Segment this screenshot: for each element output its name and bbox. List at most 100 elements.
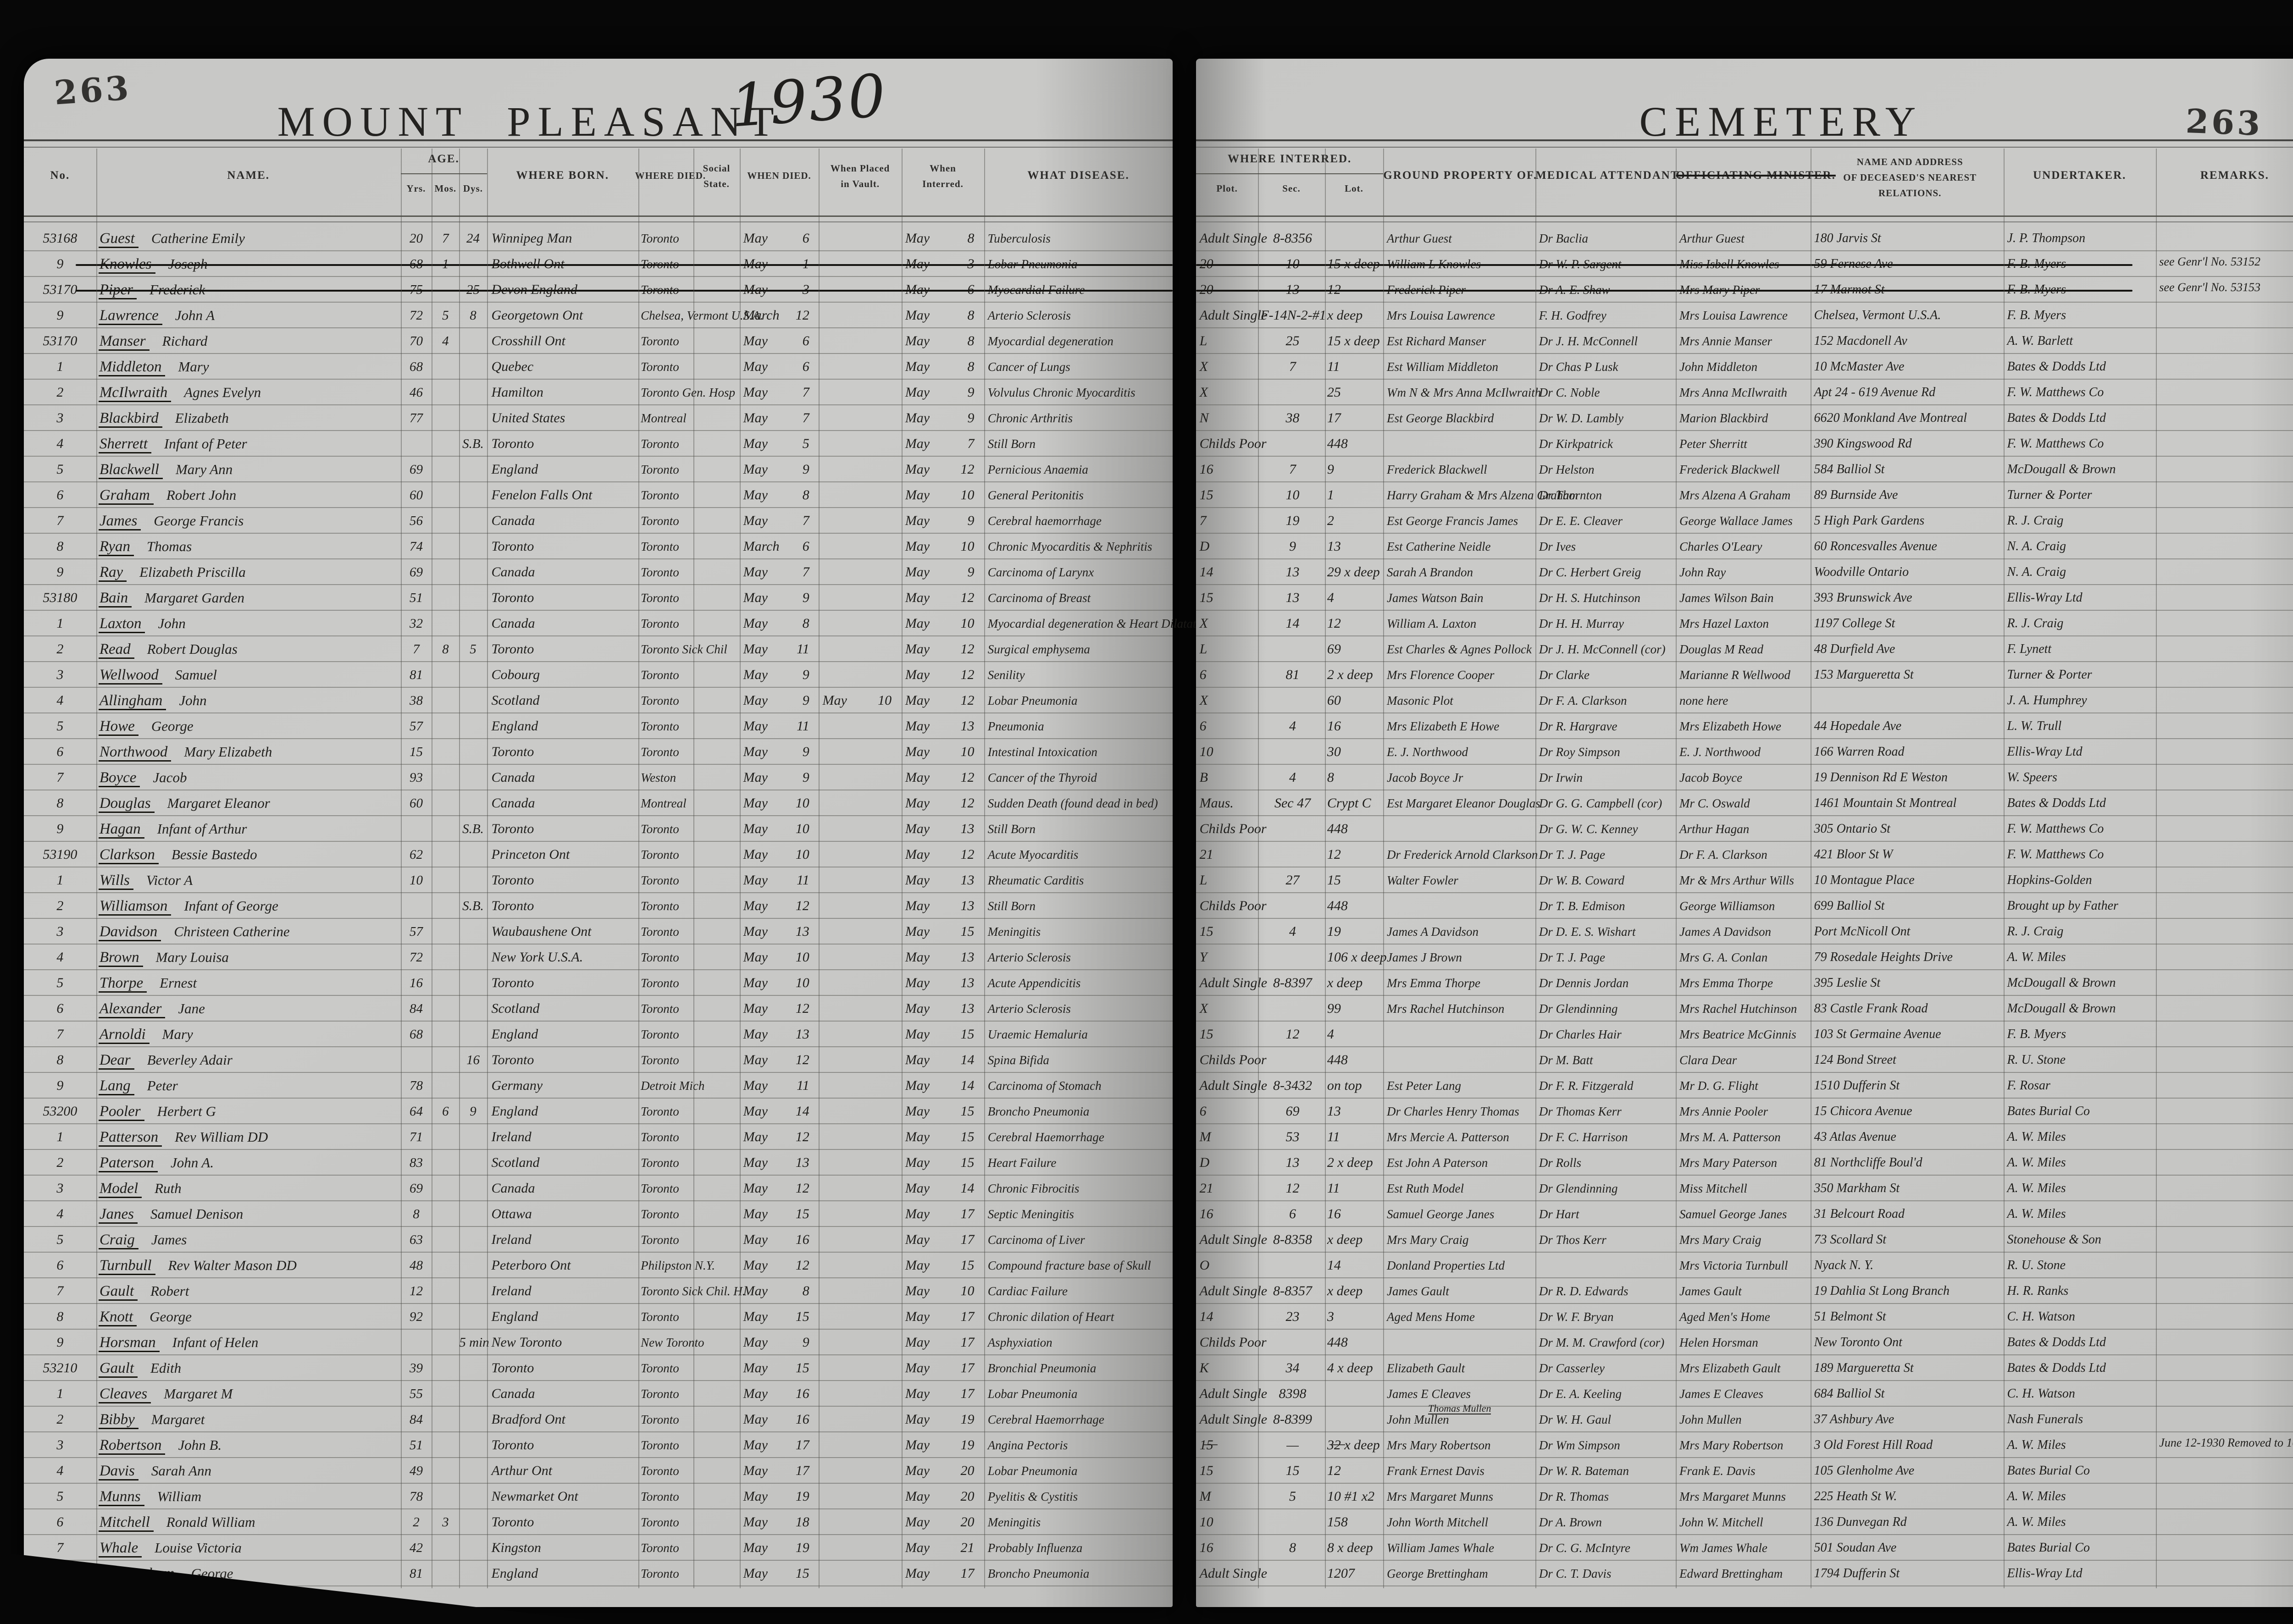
cell-ad: 10 Montague Place — [1814, 873, 1915, 887]
surname: Munns — [98, 1488, 144, 1506]
cell-ds: Still Born — [987, 899, 1036, 913]
cell-re: Mr D. G. Flight — [1679, 1079, 1758, 1093]
cell-un: McDougall & Brown — [2007, 462, 2116, 476]
cell-lo: 12 — [1327, 279, 1383, 300]
date-day: 10 — [960, 1283, 975, 1298]
date-day: 9 — [802, 1335, 809, 1350]
cell-se: 8-8399 — [1273, 1412, 1313, 1427]
register-row-left: 53168 Guest Catherine Emily 20 7 24 Winnipeg M… — [24, 226, 1173, 251]
cell-rm — [2159, 1359, 2293, 1380]
cell-ph: Dr C. Noble — [1539, 386, 1600, 399]
surname: Cleaves — [98, 1386, 151, 1403]
surname: Howe — [98, 718, 138, 736]
cell-pl: 16 — [1199, 1540, 1213, 1555]
cell-pl: O — [1199, 1258, 1210, 1273]
date-day: 11 — [796, 873, 809, 888]
cell-name: Douglas Margaret Eleanor — [98, 793, 401, 814]
cell-dp: Toronto — [641, 1207, 679, 1221]
col-header-lot: Lot. — [1345, 183, 1363, 194]
cell-dp: Toronto Gen. Hosp — [641, 386, 735, 399]
cell-pr: Sarah A Brandon — [1386, 565, 1473, 579]
date-month: May — [743, 1258, 768, 1273]
cell-un: F. B. Myers — [2007, 279, 2156, 300]
cell-m — [432, 1229, 459, 1250]
cell-pr: Frank Ernest Davis — [1386, 1464, 1484, 1478]
cell-n: 3 — [56, 667, 64, 682]
cell-b: Arthur Ont — [491, 1463, 553, 1478]
col-header-sec: Sec. — [1282, 183, 1301, 194]
cell-n: 3 — [56, 1437, 64, 1453]
cell-wi: May 12 — [902, 690, 984, 711]
cell-ds: Still Born — [987, 822, 1036, 836]
cell-re: Mrs M. A. Patterson — [1679, 1130, 1781, 1144]
register-row-left: 8 Dear Beverley Adair 16 Toronto Toronto May 12… — [24, 1047, 1173, 1073]
cell-lo: 13 — [1327, 539, 1341, 554]
cell-re: Marianne R Wellwood — [1679, 668, 1790, 682]
cell-rm — [2159, 383, 2293, 404]
date-day: 7 — [802, 385, 809, 400]
cell-wd: May 16 — [740, 1229, 819, 1250]
cell-un: C. H. Watson — [2007, 1386, 2075, 1401]
cell-ad: Nyack N. Y. — [1814, 1258, 1874, 1272]
cell-dp: Toronto — [641, 1464, 679, 1478]
date-month: May — [743, 975, 768, 990]
date-month: May — [743, 1027, 768, 1042]
date-month: May — [905, 539, 930, 554]
register-row-right: D 9 13 Est Catherine Neidle Dr Ives Charles O… — [1196, 534, 2293, 559]
cell-wi: May 10 — [902, 741, 984, 762]
cell-name: Hagan Infant of Arthur — [98, 818, 401, 840]
cell-pr: James A Davidson — [1386, 925, 1479, 939]
cell-y: 69 — [409, 1181, 423, 1196]
cell-ph: Dr J. H. McConnell — [1539, 334, 1638, 348]
cell-rm — [2159, 537, 2293, 558]
cell-rm — [2159, 1077, 2293, 1098]
cell-pr: James J Brown — [1386, 950, 1462, 964]
cell-m — [432, 1152, 459, 1173]
cell-wv — [819, 1409, 901, 1430]
cell-un: Bates Burial Co — [2007, 1464, 2090, 1478]
cell-name: Thorpe Ernest — [98, 972, 401, 994]
date-month: May — [743, 436, 768, 451]
cell-wi: May 15 — [902, 1101, 984, 1122]
cell-ph: Dr A. Brown — [1539, 1515, 1602, 1529]
cell-ph: Dr R. D. Edwards — [1539, 1284, 1628, 1298]
cell-se: 53 — [1285, 1129, 1300, 1144]
cell-re: Mrs Mary Robertson — [1679, 1438, 1783, 1452]
cell-n: 1 — [56, 359, 64, 374]
cell-un: R. U. Stone — [2007, 1258, 2066, 1272]
cell-se: 69 — [1285, 1104, 1300, 1119]
date-day: 11 — [796, 1078, 809, 1093]
cell-se: 27 — [1285, 873, 1300, 888]
cell-ds: Intestinal Intoxication — [987, 745, 1097, 759]
cell-ad: 699 Balliol St — [1814, 899, 1885, 913]
register-row-left: 7 Arnoldi Mary 68 England Toronto May 13 May 15 Ur… — [24, 1022, 1173, 1047]
age-group-line — [400, 173, 487, 174]
surname: Clarkson — [98, 846, 159, 864]
cell-wd: May 7 — [740, 510, 819, 531]
cell-wi: May 8 — [902, 228, 984, 249]
date-day: 18 — [795, 1514, 809, 1530]
cell-wd: May 12 — [740, 1255, 819, 1276]
col-header-interred-1: When — [930, 163, 956, 174]
register-row-right: 10 158 John Worth Mitchell Dr A. Brown John … — [1196, 1509, 2293, 1535]
cell-wv — [819, 1101, 901, 1122]
cell-dp: Toronto — [641, 463, 679, 476]
register-row-left: 8 Ryan Thomas 74 Toronto Toronto March 6 May 10 Ch… — [24, 534, 1173, 559]
cell-pl: X — [1199, 1001, 1208, 1016]
cell-rm — [2159, 229, 2293, 250]
cell-n: 4 — [56, 1206, 64, 1221]
cell-dp: Toronto — [641, 822, 679, 836]
cell-se: 8-3432 — [1273, 1078, 1313, 1093]
column-rule — [2155, 149, 2157, 1588]
surname: Bain — [98, 590, 132, 608]
given-name: Ruth — [155, 1180, 182, 1196]
surname: Manser — [98, 333, 150, 351]
cell-wi: May 12 — [902, 844, 984, 865]
cell-n: 53210 — [43, 1360, 78, 1375]
cell-ad: 305 Ontario St — [1814, 822, 1890, 836]
register-row-right: 15 12 4 Dr Charles Hair Mrs Beatrice McGinni… — [1196, 1022, 2293, 1047]
cell-wv — [819, 1255, 901, 1276]
register-row-right: B 4 8 Jacob Boyce Jr Dr Irwin Jacob Boyce 19 D… — [1196, 765, 2293, 790]
cell-d — [459, 1281, 487, 1302]
